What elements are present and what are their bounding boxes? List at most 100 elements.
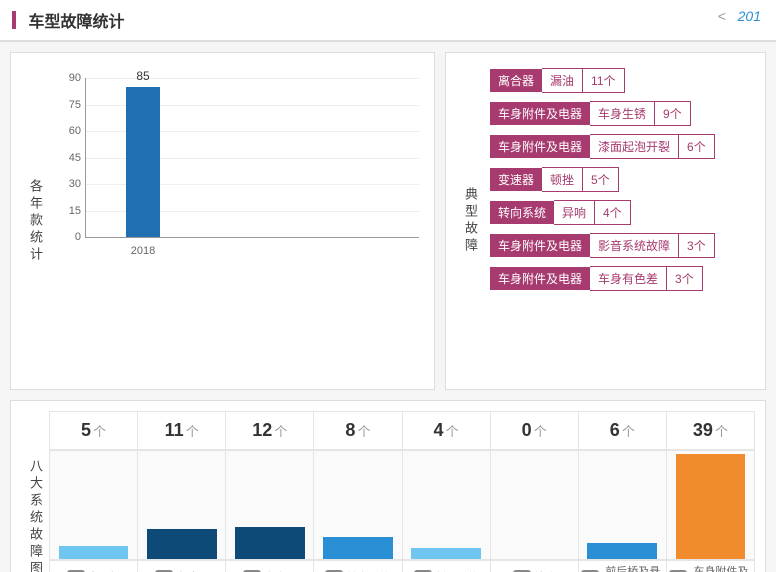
bar-rect xyxy=(126,87,160,237)
page-header: 车型故障统计 < 201 xyxy=(0,0,776,42)
yearly-bar: 852018 xyxy=(126,87,160,237)
system-icon: ◣ xyxy=(155,570,173,572)
systems-panel: 八大系统故障图 5个11个12个8个4个0个6个39个 ⚙发动机◣变速器◉离合器… xyxy=(10,400,766,572)
ytick: 30 xyxy=(56,178,81,190)
system-label-cell[interactable]: ╦前后桥及悬挂系统 xyxy=(578,560,667,572)
yearly-title: 各年款统计 xyxy=(21,63,50,379)
system-count-cell: 8个 xyxy=(313,411,402,450)
yearly-panel: 各年款统计 0153045607590852018 xyxy=(10,52,435,390)
ytick: 15 xyxy=(56,205,81,217)
header-accent xyxy=(12,11,16,29)
system-icon: ☸ xyxy=(325,570,343,572)
fault-count: 3个 xyxy=(679,233,715,258)
system-count: 4个 xyxy=(403,412,490,449)
system-count-cell: 5个 xyxy=(49,411,138,450)
ytick: 90 xyxy=(56,72,81,84)
systems-grid: 5个11个12个8个4个0个6个39个 ⚙发动机◣变速器◉离合器☸转向系统◎制动… xyxy=(50,411,755,572)
system-count: 12个 xyxy=(226,412,313,449)
bar-value: 85 xyxy=(126,69,160,83)
fault-count: 3个 xyxy=(667,266,703,291)
fault-count: 6个 xyxy=(679,134,715,159)
fault-category: 车身附件及电器 xyxy=(490,234,590,257)
count-unit: 个 xyxy=(186,424,199,439)
system-bar-cell xyxy=(137,450,226,560)
fault-category: 离合器 xyxy=(490,69,542,92)
ytick: 60 xyxy=(56,125,81,137)
fault-category: 转向系统 xyxy=(490,201,554,224)
fault-count: 9个 xyxy=(655,101,691,126)
fault-count: 5个 xyxy=(583,167,619,192)
system-label-cell[interactable]: ☸转向系统 xyxy=(313,560,402,572)
system-bar xyxy=(323,537,393,559)
system-count: 39个 xyxy=(667,412,754,449)
system-label-cell[interactable]: ⚙发动机 xyxy=(49,560,138,572)
count-unit: 个 xyxy=(274,424,287,439)
fault-row[interactable]: 离合器漏油11个 xyxy=(490,68,750,93)
system-bar xyxy=(676,454,746,559)
fault-row[interactable]: 车身附件及电器车身有色差3个 xyxy=(490,266,750,291)
system-count: 11个 xyxy=(138,412,225,449)
fault-name: 漆面起泡开裂 xyxy=(590,134,679,159)
system-label-cell[interactable]: ◎制动系统 xyxy=(402,560,491,572)
fault-name: 顿挫 xyxy=(542,167,583,192)
ytick: 75 xyxy=(56,99,81,111)
fault-row[interactable]: 车身附件及电器影音系统故障3个 xyxy=(490,233,750,258)
system-icon: ⚡ xyxy=(669,570,687,572)
fault-count: 4个 xyxy=(595,200,631,225)
system-count-cell: 12个 xyxy=(225,411,314,450)
system-count: 6个 xyxy=(579,412,666,449)
count-unit: 个 xyxy=(622,424,635,439)
count-unit: 个 xyxy=(93,424,106,439)
system-icon: ● xyxy=(513,570,531,572)
fault-category: 车身附件及电器 xyxy=(490,267,590,290)
fault-name: 漏油 xyxy=(542,68,583,93)
system-count-cell: 0个 xyxy=(490,411,579,450)
fault-row[interactable]: 变速器顿挫5个 xyxy=(490,167,750,192)
fault-category: 车身附件及电器 xyxy=(490,135,590,158)
system-bar xyxy=(411,548,481,559)
fault-category: 变速器 xyxy=(490,168,542,191)
system-count: 0个 xyxy=(491,412,578,449)
typical-panel: 典型故障 离合器漏油11个车身附件及电器车身生锈9个车身附件及电器漆面起泡开裂6… xyxy=(445,52,766,390)
system-bar xyxy=(147,529,217,559)
typical-fault-list: 离合器漏油11个车身附件及电器车身生锈9个车身附件及电器漆面起泡开裂6个变速器顿… xyxy=(485,63,755,379)
header-nav-hint[interactable]: < 201 xyxy=(718,8,761,24)
bar-xlabel: 2018 xyxy=(126,245,160,257)
system-bar-cell xyxy=(49,450,138,560)
system-count-cell: 39个 xyxy=(666,411,755,450)
fault-row[interactable]: 车身附件及电器车身生锈9个 xyxy=(490,101,750,126)
system-count: 5个 xyxy=(50,412,137,449)
count-unit: 个 xyxy=(534,424,547,439)
system-bar-cell xyxy=(313,450,402,560)
fault-name: 车身有色差 xyxy=(590,266,667,291)
system-bar-cell xyxy=(225,450,314,560)
count-unit: 个 xyxy=(357,424,370,439)
fault-name: 异响 xyxy=(554,200,595,225)
system-count-cell: 11个 xyxy=(137,411,226,450)
fault-category: 车身附件及电器 xyxy=(490,102,590,125)
system-bar xyxy=(59,546,129,560)
system-label-cell[interactable]: ◣变速器 xyxy=(137,560,226,572)
system-bar-cell xyxy=(666,450,755,560)
system-count-cell: 4个 xyxy=(402,411,491,450)
fault-name: 车身生锈 xyxy=(590,101,655,126)
fault-row[interactable]: 转向系统异响4个 xyxy=(490,200,750,225)
header-title: 车型故障统计 xyxy=(28,14,124,31)
system-name: 车身附件及电器 xyxy=(690,566,752,572)
system-icon: ◎ xyxy=(414,570,432,572)
yearly-chart: 0153045607590852018 xyxy=(50,63,424,263)
system-icon: ╦ xyxy=(581,570,599,572)
system-label-cell[interactable]: ●轮胎 xyxy=(490,560,579,572)
system-label-cell[interactable]: ⚡车身附件及电器 xyxy=(666,560,755,572)
system-bar xyxy=(587,543,657,559)
system-bar-cell xyxy=(578,450,667,560)
system-count-cell: 6个 xyxy=(578,411,667,450)
system-bar-cell xyxy=(490,450,579,560)
count-unit: 个 xyxy=(715,424,728,439)
count-unit: 个 xyxy=(446,424,459,439)
system-bar xyxy=(235,527,305,559)
system-label-cell[interactable]: ◉离合器 xyxy=(225,560,314,572)
system-bar-cell xyxy=(402,450,491,560)
systems-title: 八大系统故障图 xyxy=(21,411,50,572)
fault-row[interactable]: 车身附件及电器漆面起泡开裂6个 xyxy=(490,134,750,159)
